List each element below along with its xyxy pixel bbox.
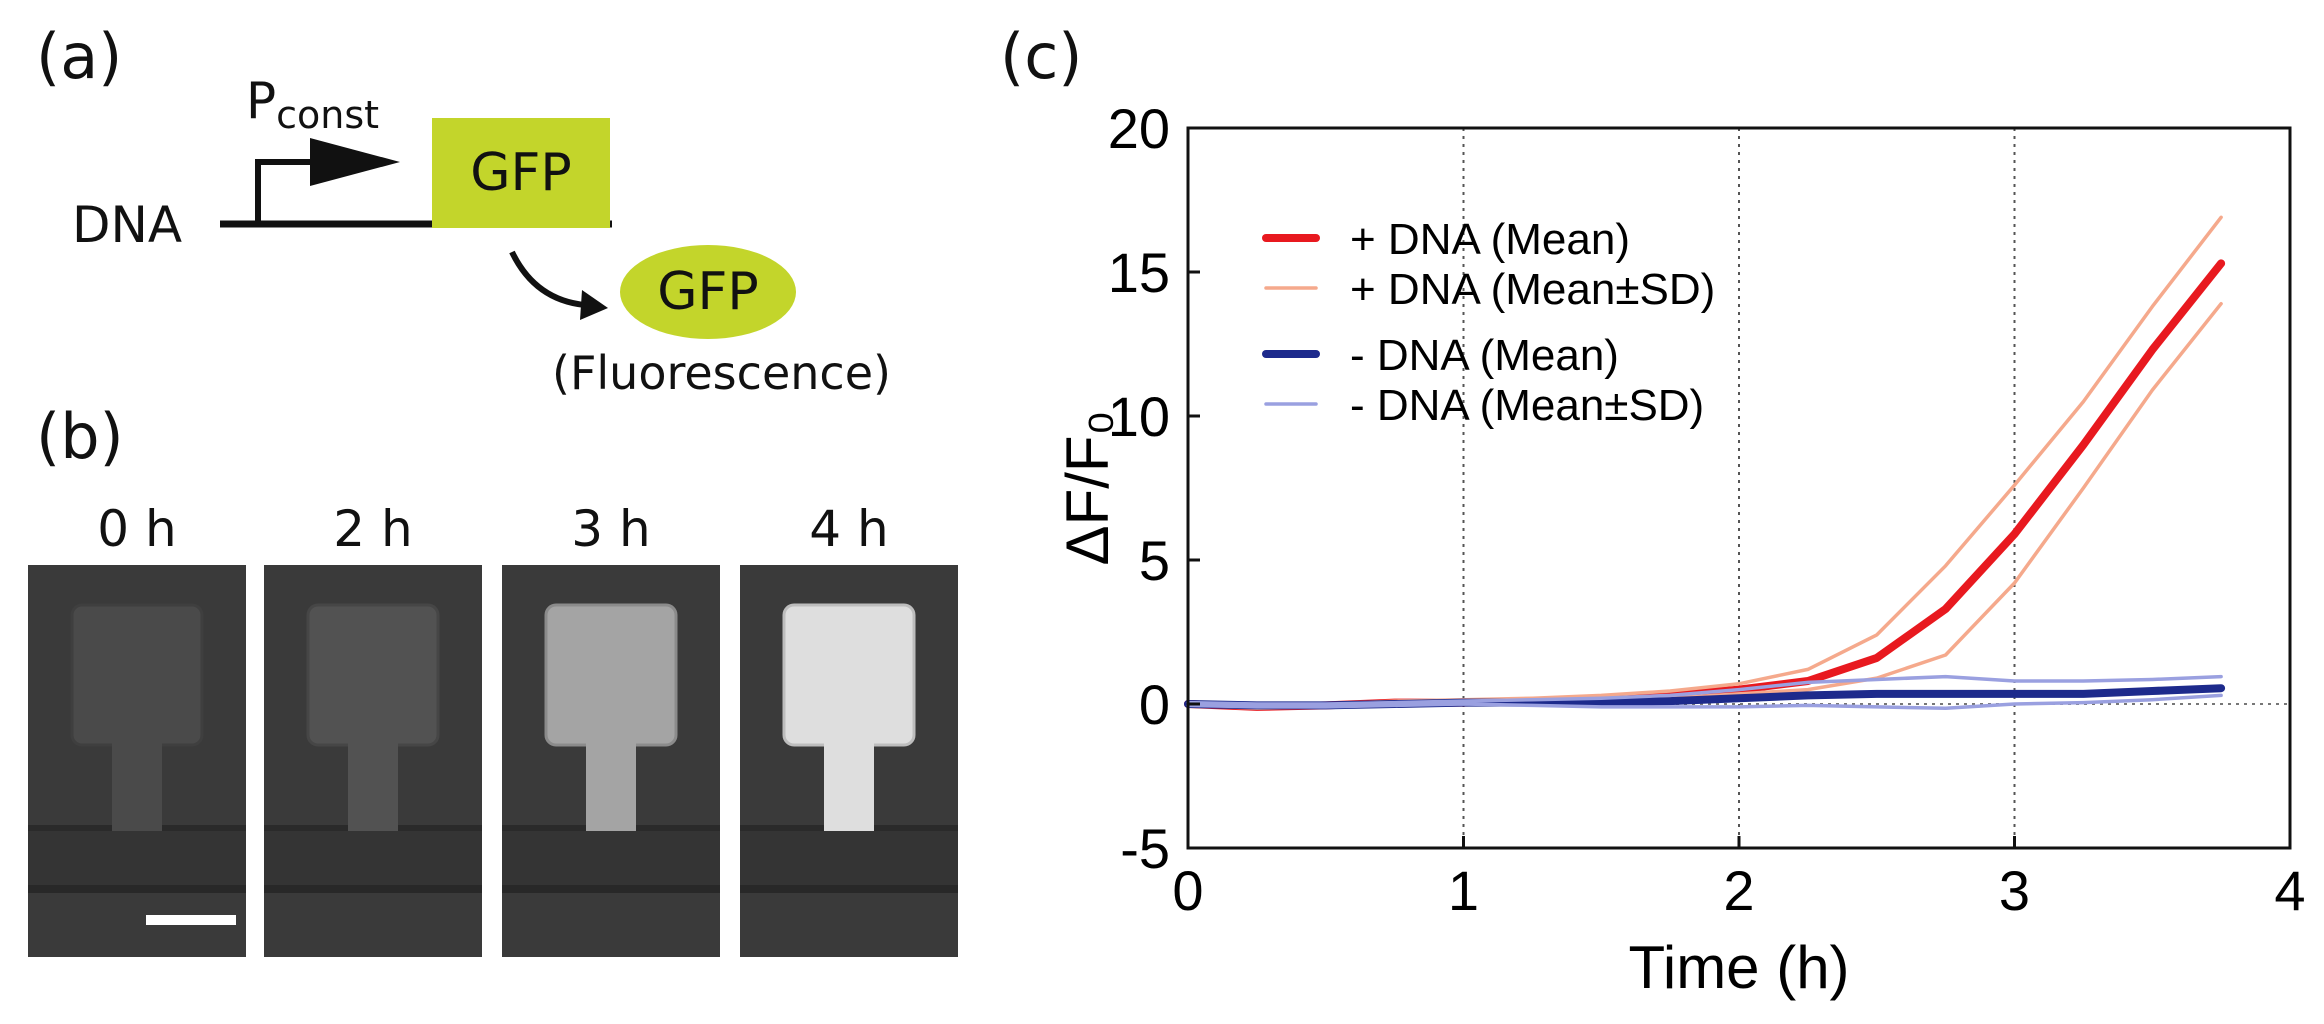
x-tick-label: 0 [1172,859,1203,922]
legend-label: - DNA (Mean) [1350,331,1619,380]
scale-bar [146,915,236,925]
time-label-0h: 0 h [97,500,177,558]
micrograph-4h [740,565,958,957]
channel-edge-bottom [264,885,482,893]
legend-label: + DNA (Mean) [1350,215,1630,264]
promoter-subscript: const [276,93,380,137]
chamber-neck [112,743,162,831]
time-label-2h: 2 h [333,500,413,558]
y-tick-label: 15 [1108,241,1170,304]
flow-channel [740,831,958,885]
series-line-5 [1186,693,2223,711]
legend-label: - DNA (Mean±SD) [1350,381,1704,430]
panel-b-label: (b) [36,400,124,473]
y-tick-label: 0 [1139,673,1170,736]
time-label-4h: 4 h [809,500,889,558]
y-tick-label: -5 [1120,817,1170,880]
promoter-arrow-shaft [255,159,330,224]
promoter-arrow-head [310,138,400,186]
y-axis-label: ΔF/F₀ [1054,411,1121,566]
channel-edge-bottom [502,885,720,893]
series-line-2 [1186,301,2223,711]
chamber-neck [586,743,636,831]
flow-channel [28,831,246,885]
channel-edge-bottom [28,885,246,893]
flow-channel [502,831,720,885]
promoter-label: Pconst [246,72,379,137]
x-tick-label: 1 [1448,859,1479,922]
dna-label: DNA [72,196,183,254]
micrograph-2h [264,565,482,957]
x-tick-label: 2 [1723,859,1754,922]
chamber-neck [824,743,874,831]
micrograph-0h [28,565,246,957]
chamber-neck [348,743,398,831]
time-label-3h: 3 h [571,500,651,558]
x-tick-label: 3 [1999,859,2030,922]
series-line-0 [1184,259,2226,711]
x-axis-label: Time (h) [1628,934,1849,1001]
y-tick-label: 10 [1108,385,1170,448]
panel-a-label: (a) [36,20,123,93]
expression-arrow-head [580,290,608,320]
promoter-p: P [246,72,277,130]
y-tick-label: 20 [1108,97,1170,160]
y-tick-label: 5 [1139,529,1170,592]
x-tick-label: 4 [2274,859,2305,922]
gfp-gene-box: GFP [432,118,610,228]
series-line-4 [1186,674,2223,706]
expression-arrow [509,250,586,308]
micrograph-3h [502,565,720,957]
fluorescence-label: (Fluorescence) [552,346,891,400]
legend-label: + DNA (Mean±SD) [1350,265,1715,314]
channel-edge-bottom [740,885,958,893]
gfp-protein: GFP [620,245,796,339]
panel-c-label: (c) [1000,20,1083,93]
flow-channel [264,831,482,885]
